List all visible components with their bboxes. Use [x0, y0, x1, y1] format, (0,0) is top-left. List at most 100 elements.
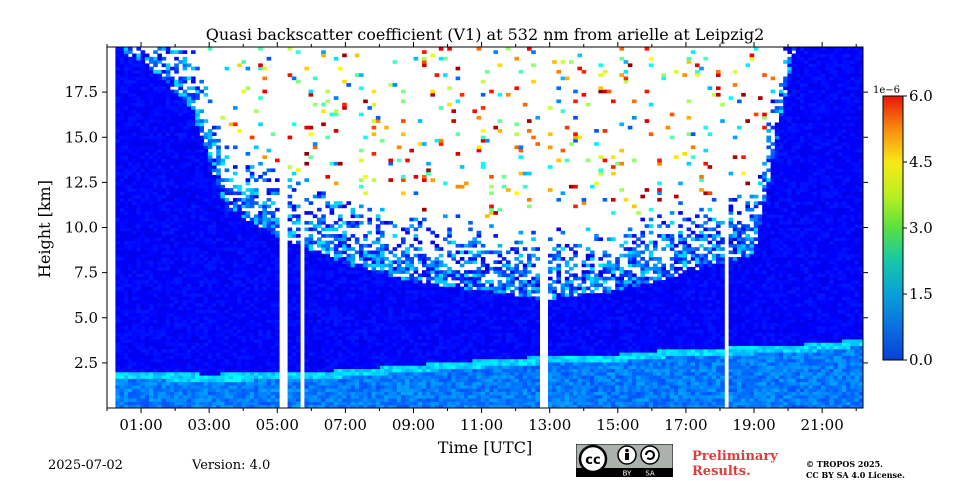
heatmap-cell [174, 119, 179, 123]
heatmap-cell [161, 375, 167, 379]
heatmap-cell [296, 325, 301, 330]
heatmap-cell [178, 253, 183, 258]
heatmap-cell [224, 355, 230, 360]
heatmap-cell [380, 319, 385, 324]
heatmap-cell [123, 89, 129, 94]
heatmap-cell [123, 79, 129, 84]
heatmap-cell [321, 371, 326, 376]
heatmap-cell [245, 385, 251, 389]
heatmap-cell [228, 250, 234, 255]
heatmap-cell [212, 385, 217, 389]
heatmap-cell [241, 404, 246, 408]
heatmap-cell [384, 283, 389, 287]
heatmap-cell [170, 401, 175, 406]
heatmap-cell [186, 214, 192, 219]
heatmap-cell [346, 224, 351, 228]
heatmap-cell [266, 358, 272, 363]
heatmap-cell [254, 283, 259, 287]
heatmap-cell [384, 289, 389, 294]
heatmap-cell [178, 161, 183, 166]
heatmap-cell [157, 381, 162, 386]
heatmap-cell [174, 227, 179, 232]
heatmap-cell [346, 388, 351, 392]
heatmap-cell [375, 371, 381, 376]
heatmap-cell [216, 168, 221, 173]
heatmap-cell [342, 378, 347, 383]
heatmap-cell [144, 83, 150, 87]
heatmap-cell [262, 342, 267, 347]
heatmap-cell [174, 99, 179, 104]
heatmap-cell [212, 345, 217, 350]
heatmap-cell [312, 309, 318, 314]
heatmap-cell [128, 76, 133, 81]
heatmap-cell [165, 227, 171, 232]
heatmap-cell [346, 276, 351, 281]
heatmap-cell [115, 181, 120, 186]
heatmap-cell [237, 368, 242, 373]
heatmap-cell [140, 76, 146, 81]
heatmap-cell [392, 394, 398, 399]
heatmap-cell [308, 385, 314, 389]
heatmap-cell [342, 280, 347, 284]
heatmap-cell [359, 214, 364, 219]
heatmap-cell [266, 325, 272, 330]
heatmap-cell [224, 250, 230, 255]
heatmap-cell [317, 394, 322, 399]
heatmap-cell [342, 230, 347, 235]
heatmap-cell [195, 378, 200, 383]
heatmap-cell [233, 145, 238, 150]
heatmap-cell [359, 283, 364, 287]
heatmap-cell [199, 178, 204, 182]
heatmap-cell [325, 266, 330, 271]
heatmap-cell [144, 122, 150, 127]
heatmap-cell [266, 299, 272, 304]
heatmap-cell [186, 106, 192, 110]
heatmap-cell [220, 362, 225, 366]
heatmap-cell [367, 329, 372, 333]
heatmap-cell [308, 289, 314, 294]
heatmap-cell [132, 168, 137, 173]
heatmap-cell [371, 263, 377, 268]
heatmap-cell [317, 250, 322, 255]
heatmap-cell [115, 348, 120, 353]
heatmap-cell [123, 365, 129, 370]
heatmap-cell [291, 375, 297, 379]
heatmap-cell [220, 348, 225, 353]
heatmap-cell [388, 388, 393, 392]
heatmap-cell [170, 230, 175, 235]
heatmap-cell [270, 296, 276, 301]
heatmap-cell [241, 197, 246, 202]
heatmap-cell [178, 381, 183, 386]
heatmap-cell [195, 161, 200, 166]
heatmap-cell [195, 129, 200, 133]
heatmap-cell [161, 365, 167, 370]
heatmap-cell [144, 92, 150, 97]
heatmap-cell [165, 66, 171, 71]
heatmap-cell [220, 243, 225, 248]
heatmap-cell [338, 329, 343, 333]
heatmap-cell [275, 270, 280, 274]
heatmap-cell [170, 138, 175, 143]
heatmap-cell [346, 257, 351, 261]
heatmap-cell [186, 247, 192, 251]
heatmap-cell [186, 286, 192, 291]
heatmap-cell [275, 316, 280, 320]
heatmap-cell [199, 194, 204, 199]
heatmap-cell [266, 283, 272, 287]
heatmap-cell [291, 204, 297, 209]
heatmap-cell [338, 342, 343, 347]
heatmap-cell [233, 299, 238, 304]
heatmap-cell [149, 211, 154, 215]
heatmap-cell [207, 394, 213, 399]
heatmap-cell [144, 404, 150, 408]
heatmap-cell [275, 293, 280, 297]
heatmap-cell [237, 355, 242, 360]
heatmap-cell [363, 339, 368, 343]
heatmap-cell [291, 273, 297, 278]
heatmap-cell [321, 266, 326, 271]
heatmap-cell [350, 276, 356, 281]
heatmap-cell [119, 161, 125, 166]
heatmap-cell [371, 270, 377, 274]
heatmap-cell [115, 280, 120, 284]
heatmap-cell [241, 385, 246, 389]
